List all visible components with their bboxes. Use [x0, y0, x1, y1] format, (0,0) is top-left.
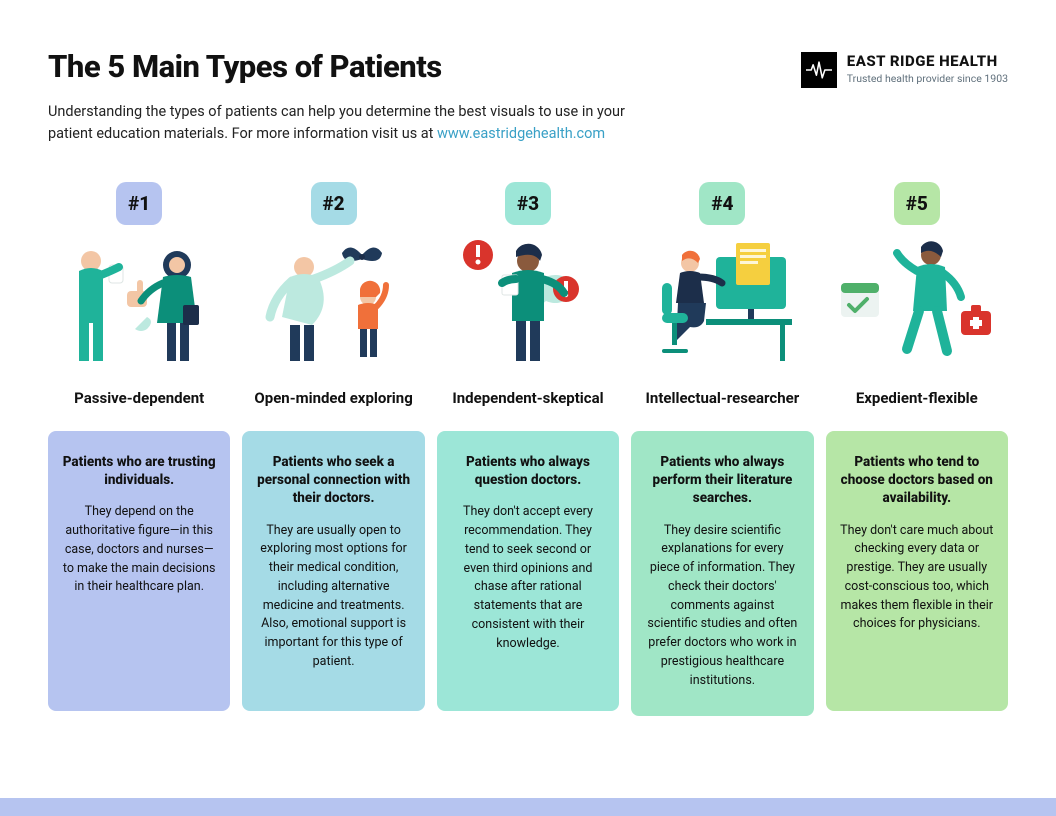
- desc-box-1: Patients who are trusting individuals. T…: [48, 431, 230, 711]
- desc-head: Patients who always perform their litera…: [645, 453, 799, 508]
- type-title: Independent-skeptical: [452, 389, 603, 431]
- illustration-question-alert: [437, 233, 619, 383]
- type-title: Passive-dependent: [74, 389, 204, 431]
- brand-tagline: Trusted health provider since 1903: [847, 72, 1008, 85]
- rank-badge: #3: [505, 182, 551, 225]
- rank-badge: #2: [311, 182, 357, 225]
- patient-card-4: #4 Intellectual-researcher Patients who …: [631, 182, 813, 716]
- page-title: The 5 Main Types of Patients: [48, 48, 668, 85]
- heartbeat-icon: [801, 52, 837, 88]
- patient-card-1: #1 Passive-dependent Patients who are tr…: [48, 182, 230, 716]
- type-title: Expedient-flexible: [856, 389, 978, 431]
- patient-card-5: #5 Expedient-flexible Patients who tend …: [826, 182, 1008, 716]
- desc-box-2: Patients who seek a personal connection …: [242, 431, 424, 711]
- type-title: Intellectual-researcher: [646, 389, 800, 431]
- illustration-desk-research: [631, 233, 813, 383]
- desc-body: They don't care much about checking ever…: [840, 522, 994, 635]
- rank-badge: #5: [894, 182, 940, 225]
- desc-box-5: Patients who tend to choose doctors base…: [826, 431, 1008, 711]
- site-link[interactable]: www.eastridgehealth.com: [437, 125, 605, 142]
- desc-body: They don't accept every recommendation. …: [451, 503, 605, 653]
- rank-badge: #1: [116, 182, 162, 225]
- footer-bar: [0, 798, 1056, 816]
- illustration-rush-kit: [826, 233, 1008, 383]
- type-title: Open-minded exploring: [254, 389, 412, 431]
- patient-card-2: #2 Open-minded exploring Patients who se…: [242, 182, 424, 716]
- rank-badge: #4: [699, 182, 745, 225]
- illustration-doctor-patient: [48, 233, 230, 383]
- brand-name: EAST RIDGE HEALTH: [847, 52, 1008, 70]
- page-subtitle: Understanding the types of patients can …: [48, 101, 668, 146]
- desc-head: Patients who tend to choose doctors base…: [840, 453, 994, 508]
- desc-body: They are usually open to exploring most …: [256, 522, 410, 672]
- desc-body: They depend on the authoritative figure—…: [62, 503, 216, 597]
- card-top-3: #3 Independent-skeptical: [437, 182, 619, 431]
- desc-box-4: Patients who always perform their litera…: [631, 431, 813, 716]
- brand-block: EAST RIDGE HEALTH Trusted health provide…: [801, 52, 1008, 88]
- desc-head: Patients who always question doctors.: [451, 453, 605, 489]
- desc-body: They desire scientific explanations for …: [645, 522, 799, 691]
- desc-box-3: Patients who always question doctors. Th…: [437, 431, 619, 711]
- card-top-1: #1 Passive-dependent: [48, 182, 230, 431]
- card-top-5: #5 Expedient-flexible: [826, 182, 1008, 431]
- card-top-4: #4 Intellectual-researcher: [631, 182, 813, 431]
- card-top-2: #2 Open-minded exploring: [242, 182, 424, 431]
- patient-card-3: #3 Independent-skeptical Patients who al…: [437, 182, 619, 716]
- desc-head: Patients who are trusting individuals.: [62, 453, 216, 489]
- illustration-butterfly-play: [242, 233, 424, 383]
- desc-head: Patients who seek a personal connection …: [256, 453, 410, 508]
